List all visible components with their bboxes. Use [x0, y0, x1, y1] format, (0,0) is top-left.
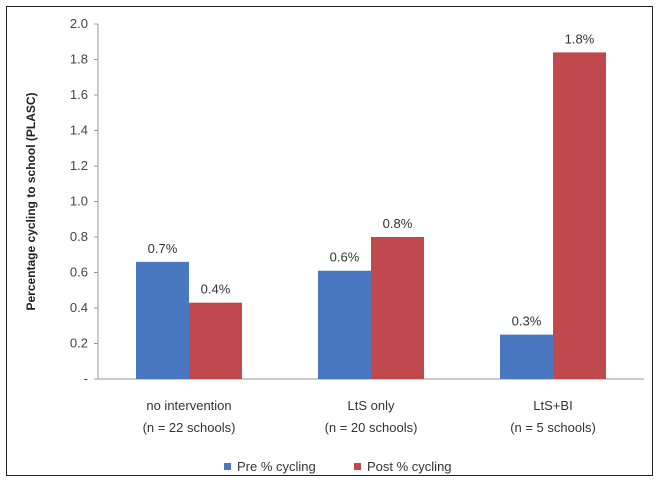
y-tick-label: 0.6: [70, 265, 88, 280]
category-label: LtS only: [348, 398, 395, 413]
legend-label: Post % cycling: [367, 459, 452, 474]
bar: [553, 52, 606, 380]
data-label: 0.3%: [512, 314, 542, 329]
y-tick-label: 1.2: [70, 158, 88, 173]
bar: [500, 334, 553, 379]
category-label: (n = 5 schools): [510, 420, 596, 435]
category-label: (n = 20 schools): [325, 420, 418, 435]
bar: [371, 237, 424, 379]
y-tick-label: 1.0: [70, 194, 88, 209]
bar: [189, 302, 242, 379]
data-label: 1.8%: [565, 31, 595, 46]
y-tick-label: 0.8: [70, 229, 88, 244]
data-label: 0.4%: [201, 282, 231, 297]
data-label: 0.7%: [148, 241, 178, 256]
chart-frame: Percentage cycling to school (PLASC) - 0.…: [6, 6, 653, 476]
y-tick-label: 0.2: [70, 336, 88, 351]
legend-swatch: [354, 463, 361, 470]
bars: 0.7% 0.4% 0.6% 0.8% 0.3% 1.8%: [136, 31, 606, 380]
category-label: no intervention: [146, 398, 231, 413]
bar-chart: Percentage cycling to school (PLASC) - 0.…: [24, 16, 644, 474]
data-label: 0.8%: [383, 216, 413, 231]
legend-label: Pre % cycling: [237, 459, 316, 474]
legend-swatch: [224, 463, 231, 470]
bar: [318, 270, 371, 379]
bar: [136, 261, 189, 379]
y-tick-label: -: [84, 371, 88, 386]
category-label: (n = 22 schools): [143, 420, 236, 435]
y-axis-label: Percentage cycling to school (PLASC): [24, 92, 38, 310]
y-tick-label: 1.4: [70, 123, 88, 138]
y-tick-label: 1.6: [70, 87, 88, 102]
y-tick-label: 2.0: [70, 16, 88, 31]
y-axis-label-group: Percentage cycling to school (PLASC): [24, 92, 38, 310]
y-tick-label: 0.4: [70, 300, 88, 315]
y-tick-label: 1.8: [70, 52, 88, 67]
category-labels: no intervention (n = 22 schools) LtS only (…: [143, 398, 596, 435]
category-label: LtS+BI: [533, 398, 572, 413]
data-label: 0.6%: [330, 250, 360, 265]
legend: Pre % cycling Post % cycling: [224, 459, 452, 474]
y-ticks: - 0.2 0.4 0.6 0.8 1.0 1.2 1.4 1.6 1.8 2.0: [70, 16, 98, 386]
